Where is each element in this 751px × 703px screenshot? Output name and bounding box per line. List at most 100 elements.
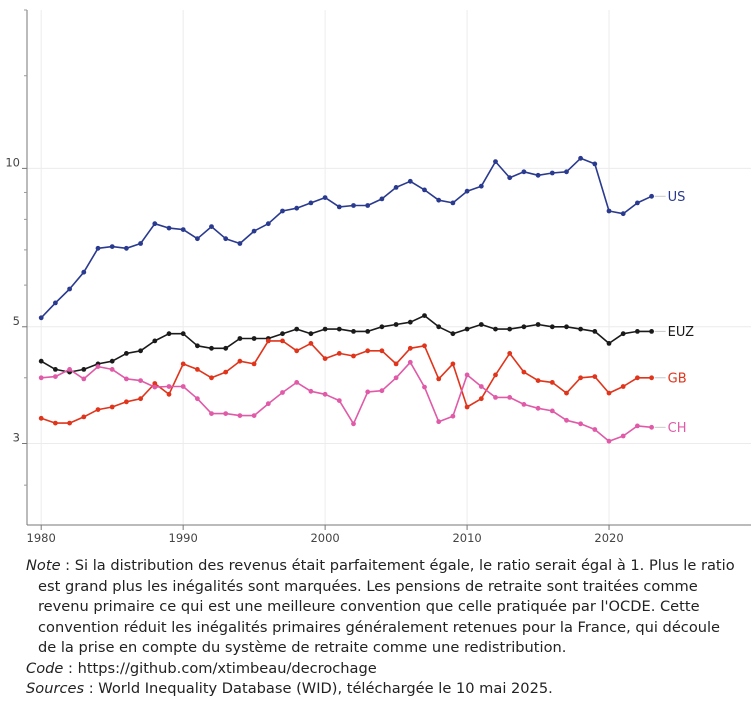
x-tick-label: 2000 bbox=[310, 531, 339, 545]
data-point bbox=[478, 384, 484, 389]
y-tick-label: 3 bbox=[13, 430, 20, 444]
data-point bbox=[195, 343, 200, 349]
data-point bbox=[223, 411, 229, 416]
data-point bbox=[436, 324, 442, 330]
sources-text: : World Inequality Database (WID), téléc… bbox=[84, 680, 553, 697]
data-point bbox=[209, 224, 214, 230]
data-point bbox=[336, 326, 342, 332]
data-point bbox=[38, 358, 44, 364]
series-label: GB bbox=[668, 371, 687, 386]
data-point bbox=[450, 361, 456, 367]
data-point bbox=[620, 331, 626, 337]
data-point bbox=[53, 420, 58, 426]
data-point bbox=[635, 200, 640, 206]
data-point bbox=[195, 367, 200, 372]
data-point bbox=[635, 423, 640, 429]
data-point bbox=[109, 367, 115, 372]
data-point bbox=[180, 361, 186, 367]
data-point bbox=[180, 331, 186, 337]
x-tick-label: 1990 bbox=[169, 531, 198, 545]
data-point bbox=[436, 419, 442, 425]
data-point bbox=[649, 424, 654, 430]
axes: 3 5 10 1980 1990 2000 2010 2020 bbox=[5, 9, 751, 545]
data-point bbox=[109, 244, 115, 250]
note-paragraph: Note : Si la distribution des revenus ét… bbox=[26, 556, 742, 659]
data-point bbox=[592, 374, 598, 379]
data-point bbox=[152, 384, 158, 390]
series-gb: GB bbox=[38, 338, 687, 426]
chart-notes: Note : Si la distribution des revenus ét… bbox=[26, 556, 742, 700]
data-point bbox=[507, 175, 513, 181]
data-point bbox=[322, 356, 328, 361]
data-point bbox=[280, 331, 285, 337]
data-point bbox=[308, 331, 314, 337]
data-point bbox=[549, 380, 555, 385]
data-point bbox=[478, 322, 484, 327]
data-point bbox=[393, 185, 399, 190]
data-point bbox=[223, 345, 229, 351]
data-point bbox=[407, 345, 413, 351]
data-point bbox=[592, 161, 598, 167]
data-point bbox=[620, 433, 626, 439]
data-point bbox=[351, 329, 356, 334]
data-point bbox=[564, 324, 569, 330]
data-point bbox=[180, 384, 186, 389]
data-point bbox=[422, 187, 427, 193]
data-point bbox=[606, 390, 612, 396]
y-tick-label: 10 bbox=[5, 155, 20, 169]
data-point bbox=[265, 221, 271, 227]
data-point bbox=[109, 358, 115, 364]
data-point bbox=[493, 372, 498, 378]
data-point bbox=[294, 380, 300, 385]
data-point bbox=[95, 245, 101, 251]
data-point bbox=[81, 414, 87, 420]
data-point bbox=[578, 375, 583, 381]
data-point bbox=[450, 331, 456, 337]
series-euz: EUZ bbox=[38, 313, 694, 375]
data-point bbox=[308, 388, 314, 394]
note-label: Note bbox=[26, 557, 61, 574]
y-tick-label: 5 bbox=[13, 314, 20, 328]
data-point bbox=[564, 417, 569, 423]
data-point bbox=[521, 169, 527, 175]
data-point bbox=[166, 225, 172, 231]
data-point bbox=[322, 391, 328, 397]
data-point bbox=[322, 195, 328, 201]
data-point bbox=[365, 203, 371, 208]
data-point bbox=[251, 413, 257, 418]
data-point bbox=[336, 351, 342, 356]
data-point bbox=[549, 170, 555, 176]
data-point bbox=[606, 208, 612, 214]
data-point bbox=[336, 398, 342, 403]
data-point bbox=[564, 390, 569, 396]
data-point bbox=[152, 338, 158, 344]
data-point bbox=[209, 411, 214, 416]
x-tick-label: 1980 bbox=[27, 531, 56, 545]
data-point bbox=[493, 159, 498, 165]
data-point bbox=[549, 408, 555, 414]
data-point bbox=[351, 421, 356, 427]
x-tick-label: 2010 bbox=[452, 531, 481, 545]
data-point bbox=[180, 227, 186, 233]
data-point bbox=[81, 269, 87, 275]
series-line bbox=[40, 314, 652, 373]
data-point bbox=[351, 353, 356, 359]
data-point bbox=[280, 208, 285, 214]
data-point bbox=[478, 183, 484, 189]
data-point bbox=[535, 378, 541, 383]
series-line bbox=[40, 157, 652, 319]
data-point bbox=[67, 286, 72, 292]
data-point bbox=[223, 236, 229, 242]
data-point bbox=[649, 329, 654, 334]
x-tick-label: 2020 bbox=[594, 531, 623, 545]
data-point bbox=[407, 319, 413, 325]
data-point bbox=[209, 345, 214, 351]
code-text: : https://github.com/xtimbeau/decrochage bbox=[63, 659, 377, 677]
data-point bbox=[138, 348, 144, 354]
data-point bbox=[549, 324, 555, 330]
data-point bbox=[251, 336, 257, 341]
note-text: : Si la distribution des revenus était p… bbox=[38, 557, 735, 656]
sources-label: Sources bbox=[26, 680, 85, 697]
data-point bbox=[67, 420, 72, 426]
data-point bbox=[407, 359, 413, 365]
